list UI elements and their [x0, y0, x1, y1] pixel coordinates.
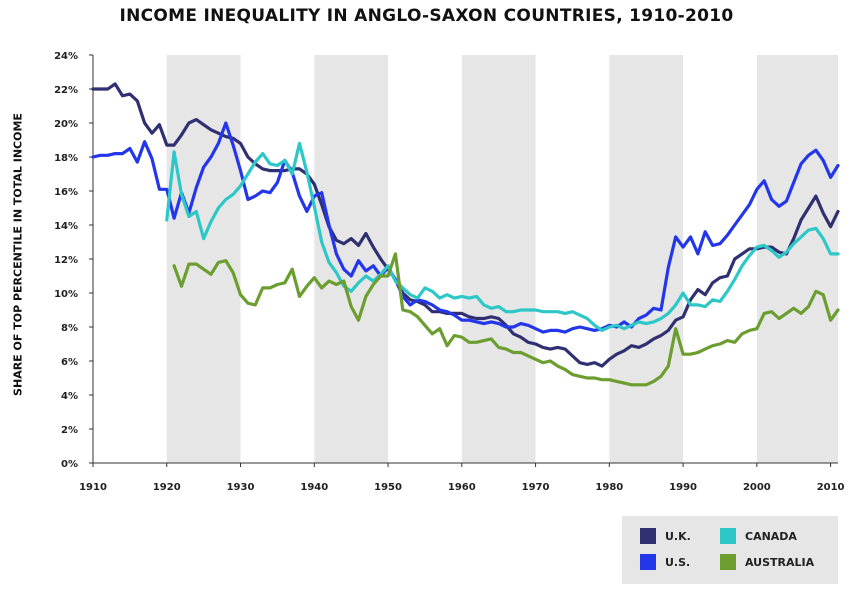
y-tick-label: 12% [54, 255, 78, 266]
x-tick-label: 1920 [153, 482, 181, 493]
shaded-band-0 [166, 55, 241, 463]
y-tick-label: 20% [54, 119, 78, 130]
x-ticks: 1910 1920 1930 1940 1950 1960 1970 1980 1990 2000… [79, 463, 845, 493]
chart-title: INCOME INEQUALITY IN ANGLO-SAXON COUNTRI… [119, 6, 734, 26]
legend-label: U.K. [665, 530, 691, 543]
legend-label: AUSTRALIA [745, 556, 815, 569]
y-tick-label: 14% [54, 221, 78, 232]
series-line-australia [172, 252, 840, 387]
y-tick-label: 10% [54, 289, 78, 300]
x-tick-label: 1980 [595, 482, 623, 493]
y-tick-label: 16% [54, 187, 78, 198]
x-tick-label: 1950 [374, 482, 402, 493]
series-line-canada [165, 141, 840, 332]
x-tick-label: 1930 [227, 482, 255, 493]
legend-label: CANADA [745, 530, 797, 543]
legend-swatch [720, 554, 736, 570]
shaded-band-1 [314, 55, 389, 463]
x-tick-label: 1910 [79, 482, 107, 493]
shaded-band-2 [461, 55, 536, 463]
series-line-u-k [91, 82, 840, 368]
legend-label: U.S. [665, 556, 690, 569]
shaded-band-4 [756, 55, 838, 463]
x-tick-label: 1970 [522, 482, 550, 493]
y-tick-label: 18% [54, 153, 78, 164]
y-tick-label: 2% [61, 425, 78, 436]
legend-box [622, 516, 838, 584]
x-tick-label: 2010 [817, 482, 845, 493]
y-tick-label: 4% [61, 391, 78, 402]
legend-swatch [720, 528, 736, 544]
shaded-band-3 [609, 55, 684, 463]
y-ticks: 0% 2% 4% 6% 8% 10% 12% 14% 16% 18% 20% 22% 24% [54, 51, 93, 470]
legend: U.K. CANADA U.S. AUSTRALIA [622, 516, 838, 584]
x-tick-label: 1990 [669, 482, 697, 493]
y-tick-label: 6% [61, 357, 78, 368]
y-tick-label: 22% [54, 85, 78, 96]
y-tick-label: 24% [54, 51, 78, 62]
y-tick-label: 0% [61, 459, 78, 470]
x-tick-label: 2000 [743, 482, 771, 493]
series-lines [91, 82, 840, 387]
y-tick-label: 8% [61, 323, 78, 334]
legend-swatch [640, 554, 656, 570]
legend-swatch [640, 528, 656, 544]
series-line-u-s [91, 121, 840, 334]
x-tick-label: 1960 [448, 482, 476, 493]
x-tick-label: 1940 [300, 482, 328, 493]
